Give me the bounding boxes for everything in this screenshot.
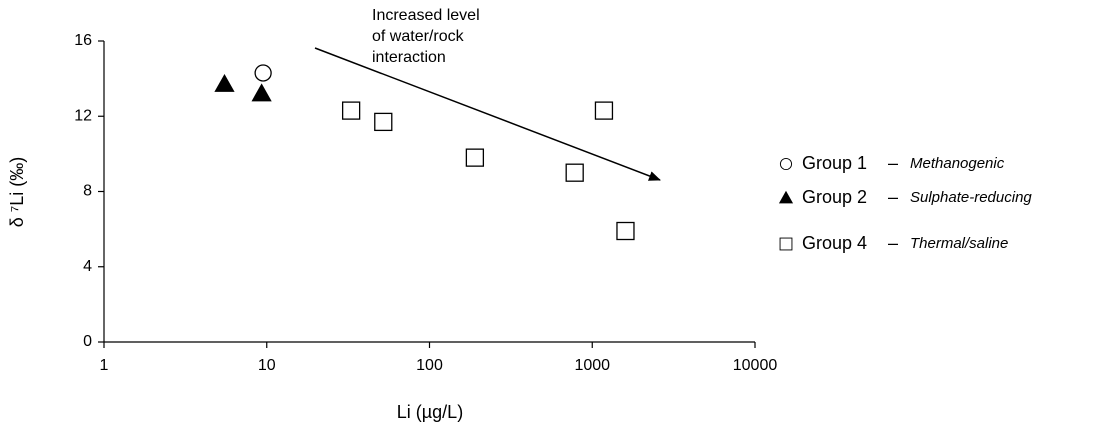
legend-marker [779, 157, 793, 171]
legend-description: Sulphate-reducing [910, 189, 1032, 206]
data-point [341, 101, 361, 120]
data-point [594, 101, 614, 120]
annotation-line: interaction [372, 49, 446, 66]
trend-arrow [314, 47, 661, 181]
data-point [565, 163, 584, 182]
x-tick-label: 10000 [733, 357, 778, 374]
x-tick-label: 1 [100, 357, 109, 374]
x-axis-label: Li (µg/L) [397, 402, 463, 422]
x-tick-label: 10 [258, 357, 276, 374]
legend-dash: – [888, 233, 898, 253]
data-point [251, 83, 272, 102]
legend-label: Group 1 [802, 153, 867, 173]
legend-dash: – [888, 187, 898, 207]
legend-dash: – [888, 153, 898, 173]
annotation-line: of water/rock [372, 28, 465, 45]
y-tick-label: 0 [83, 333, 92, 350]
y-tick-label: 4 [83, 258, 92, 275]
x-tick-label: 100 [416, 357, 443, 374]
y-tick-label: 8 [83, 183, 92, 200]
data-point [214, 73, 235, 92]
data-point [254, 64, 272, 82]
data-point [465, 148, 485, 167]
data-point [616, 221, 635, 241]
legend-description: Thermal/saline [910, 235, 1008, 252]
legend-description: Methanogenic [910, 155, 1005, 172]
data-point [374, 112, 393, 132]
annotation-line: Increased level [372, 7, 480, 24]
x-tick-label: 1000 [574, 357, 610, 374]
y-tick-label: 16 [74, 32, 92, 49]
y-tick-label: 12 [74, 107, 92, 124]
legend-label: Group 4 [802, 233, 867, 253]
legend-marker [778, 190, 794, 204]
legend-label: Group 2 [802, 187, 867, 207]
legend-marker [779, 237, 793, 251]
y-axis-label: δ ⁷Li (‰) [7, 157, 27, 228]
